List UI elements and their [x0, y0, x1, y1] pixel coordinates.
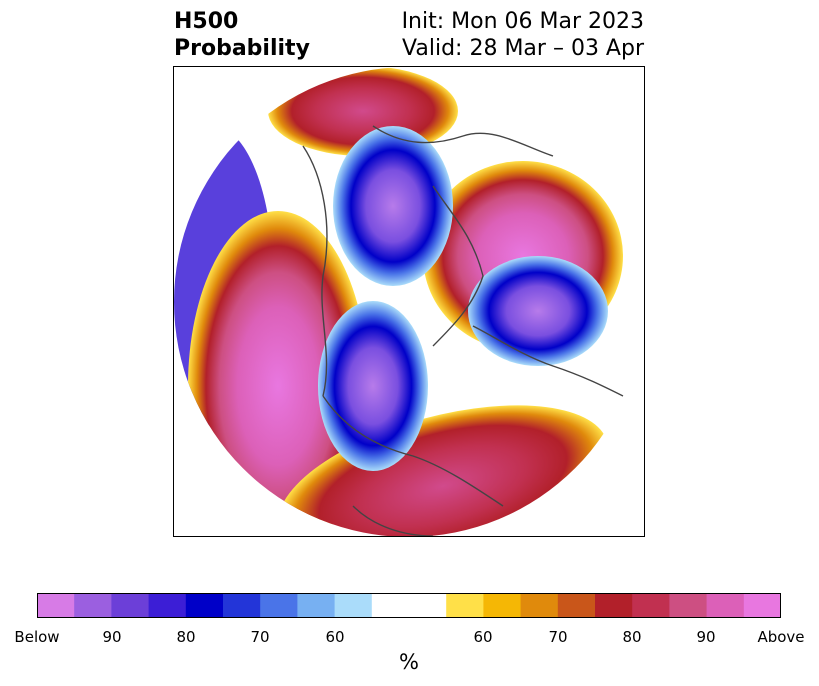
- coastlines: [302, 125, 624, 537]
- colorbar-cell-above-7: [706, 593, 745, 618]
- colorbar-cell-above-1: [483, 593, 522, 618]
- colorbar-cell-below-1: [74, 593, 112, 618]
- colorbar-cell-below-6: [260, 593, 298, 618]
- colorbar-cell-below-8: [334, 593, 373, 618]
- lower-below-anomaly: [318, 301, 428, 471]
- tick-label: 90: [696, 628, 716, 646]
- tick-label: 80: [622, 628, 642, 646]
- colorbar-cell-below-7: [297, 593, 336, 618]
- tick-label-below: Below: [14, 628, 60, 646]
- tick-label: 80: [176, 628, 196, 646]
- tick-label: 60: [473, 628, 493, 646]
- colorbar: [37, 593, 781, 618]
- field-label: H500: [174, 9, 239, 34]
- colorbar-cell-above-5: [632, 593, 670, 618]
- colorbar-cell-below-4: [185, 593, 224, 618]
- tick-label: 70: [548, 628, 568, 646]
- colorbar-cell-below-3: [148, 593, 187, 618]
- colorbar-cell-neutral: [371, 593, 447, 618]
- upper-below-anomaly: [333, 126, 453, 286]
- tick-label: 70: [250, 628, 270, 646]
- tick-label-above: Above: [757, 628, 805, 646]
- colorbar-cell-above-2: [520, 593, 559, 618]
- tick-label: 90: [102, 628, 122, 646]
- colorbar-cell-below-0: [37, 593, 75, 618]
- colorbar-cell-below-5: [223, 593, 261, 618]
- product-label: Probability: [174, 36, 310, 61]
- map-frame: [173, 66, 645, 537]
- valid-range: Valid: 28 Mar – 03 Apr: [402, 36, 644, 61]
- date-info: Init: Mon 06 Mar 2023 Valid: 28 Mar – 03…: [402, 8, 644, 62]
- colorbar-unit: %: [399, 650, 419, 674]
- chart-title: H500 Probability: [174, 8, 310, 62]
- colorbar-cell-above-4: [595, 593, 633, 618]
- colorbar-cell-above-8: [743, 593, 781, 618]
- east-below-anomaly: [468, 256, 608, 366]
- probability-map: [173, 66, 645, 537]
- colorbar-cell-above-3: [557, 593, 596, 618]
- init-date: Init: Mon 06 Mar 2023: [401, 9, 644, 34]
- tick-label: 60: [325, 628, 345, 646]
- colorbar-cell-below-2: [111, 593, 150, 618]
- colorbar-cell-above-0: [446, 593, 484, 618]
- colorbar-cell-above-6: [669, 593, 708, 618]
